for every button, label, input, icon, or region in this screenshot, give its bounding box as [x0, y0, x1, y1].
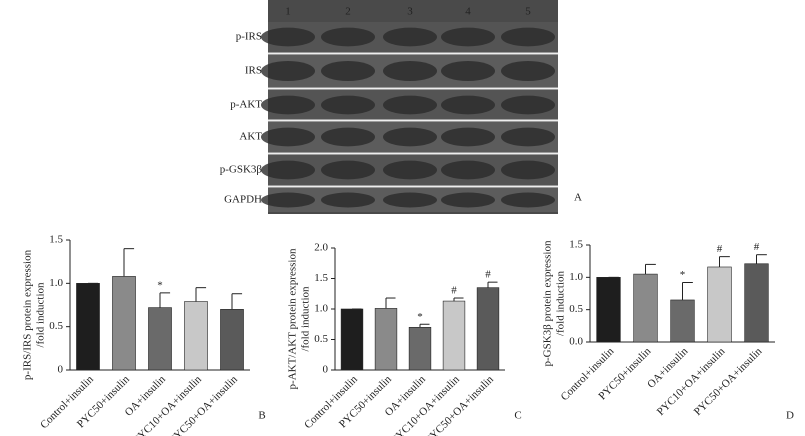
lane-label: 3 — [407, 6, 413, 18]
band — [383, 127, 437, 147]
band — [261, 192, 315, 208]
bar — [148, 307, 172, 371]
band — [261, 27, 315, 47]
lane-label: 4 — [465, 6, 471, 18]
band — [321, 27, 375, 47]
band — [383, 160, 437, 180]
bar — [744, 263, 769, 343]
significance-mark: * — [417, 311, 423, 323]
bar — [340, 308, 364, 371]
bar — [707, 266, 732, 343]
band — [501, 127, 555, 147]
panel-label: A — [574, 192, 582, 204]
band — [441, 160, 495, 180]
y-axis-label: p-AKT/AKT protein expression — [287, 248, 299, 389]
band — [321, 192, 375, 208]
y-tick-label: 1.0 — [49, 277, 63, 289]
bar — [220, 309, 244, 371]
panel-label: B — [258, 410, 265, 422]
y-tick-label: 0 — [58, 364, 64, 376]
y-tick-label: 1.5 — [314, 272, 328, 284]
x-tick-label: PYC10+OA+insulin — [655, 345, 728, 418]
band-label: p-AKT — [230, 99, 262, 111]
lane-label: 1 — [285, 6, 291, 18]
band — [321, 160, 375, 180]
panel-label: C — [514, 410, 521, 422]
bar — [184, 301, 208, 371]
y-axis-label: p-IRS/IRS protein expression — [22, 249, 34, 380]
y-axis-label: /fold induction — [555, 270, 567, 336]
band — [501, 27, 555, 47]
band — [383, 192, 437, 208]
y-tick-label: 0.5 — [49, 320, 63, 332]
band — [441, 192, 495, 208]
band — [321, 61, 375, 81]
significance-mark: # — [717, 243, 723, 255]
bar — [76, 283, 100, 371]
panel-label: D — [786, 410, 794, 422]
x-tick-label: PYC50+OA+insulin — [692, 345, 765, 418]
band — [261, 160, 315, 180]
bar — [442, 300, 466, 371]
y-axis-label: /fold induction — [35, 282, 47, 348]
y-tick-label: 0.5 — [314, 333, 328, 345]
band — [383, 61, 437, 81]
bar — [670, 299, 695, 343]
band — [383, 27, 437, 47]
y-tick-label: 0.5 — [569, 303, 583, 315]
band — [441, 95, 495, 115]
y-tick-label: 2.0 — [314, 242, 328, 254]
y-tick-label: 1.5 — [49, 234, 63, 246]
bar — [633, 273, 658, 343]
significance-mark: # — [754, 241, 760, 253]
band-label: p-GSK3β — [220, 164, 263, 176]
y-tick-label: 1.0 — [314, 303, 328, 315]
band — [261, 95, 315, 115]
band-label: AKT — [239, 131, 262, 143]
band — [383, 95, 437, 115]
band — [321, 127, 375, 147]
band — [261, 61, 315, 81]
band — [501, 95, 555, 115]
lane-label: 5 — [525, 6, 531, 18]
band — [501, 192, 555, 208]
significance-mark: * — [680, 269, 686, 281]
y-tick-label: 1.5 — [569, 239, 583, 251]
y-tick-label: 0.0 — [569, 336, 583, 348]
bar — [408, 326, 432, 371]
band — [501, 61, 555, 81]
band-label: p-IRS — [236, 31, 262, 43]
y-axis-label: p-GSK3β protein expression — [542, 240, 554, 366]
bar — [374, 308, 398, 371]
y-axis-label: /fold induction — [300, 286, 312, 352]
bar — [476, 287, 500, 371]
band — [441, 61, 495, 81]
significance-mark: * — [157, 279, 163, 291]
bar — [112, 276, 136, 371]
lane-label: 2 — [345, 6, 351, 18]
band — [501, 160, 555, 180]
band — [441, 27, 495, 47]
y-tick-label: 0 — [323, 364, 329, 376]
band — [441, 127, 495, 147]
bar — [596, 277, 621, 343]
band — [321, 95, 375, 115]
band — [261, 127, 315, 147]
band-label: IRS — [245, 65, 262, 77]
significance-mark: # — [485, 269, 491, 281]
significance-mark: # — [451, 285, 457, 297]
y-tick-label: 1.0 — [569, 271, 583, 283]
band-label: GAPDH — [224, 194, 262, 206]
